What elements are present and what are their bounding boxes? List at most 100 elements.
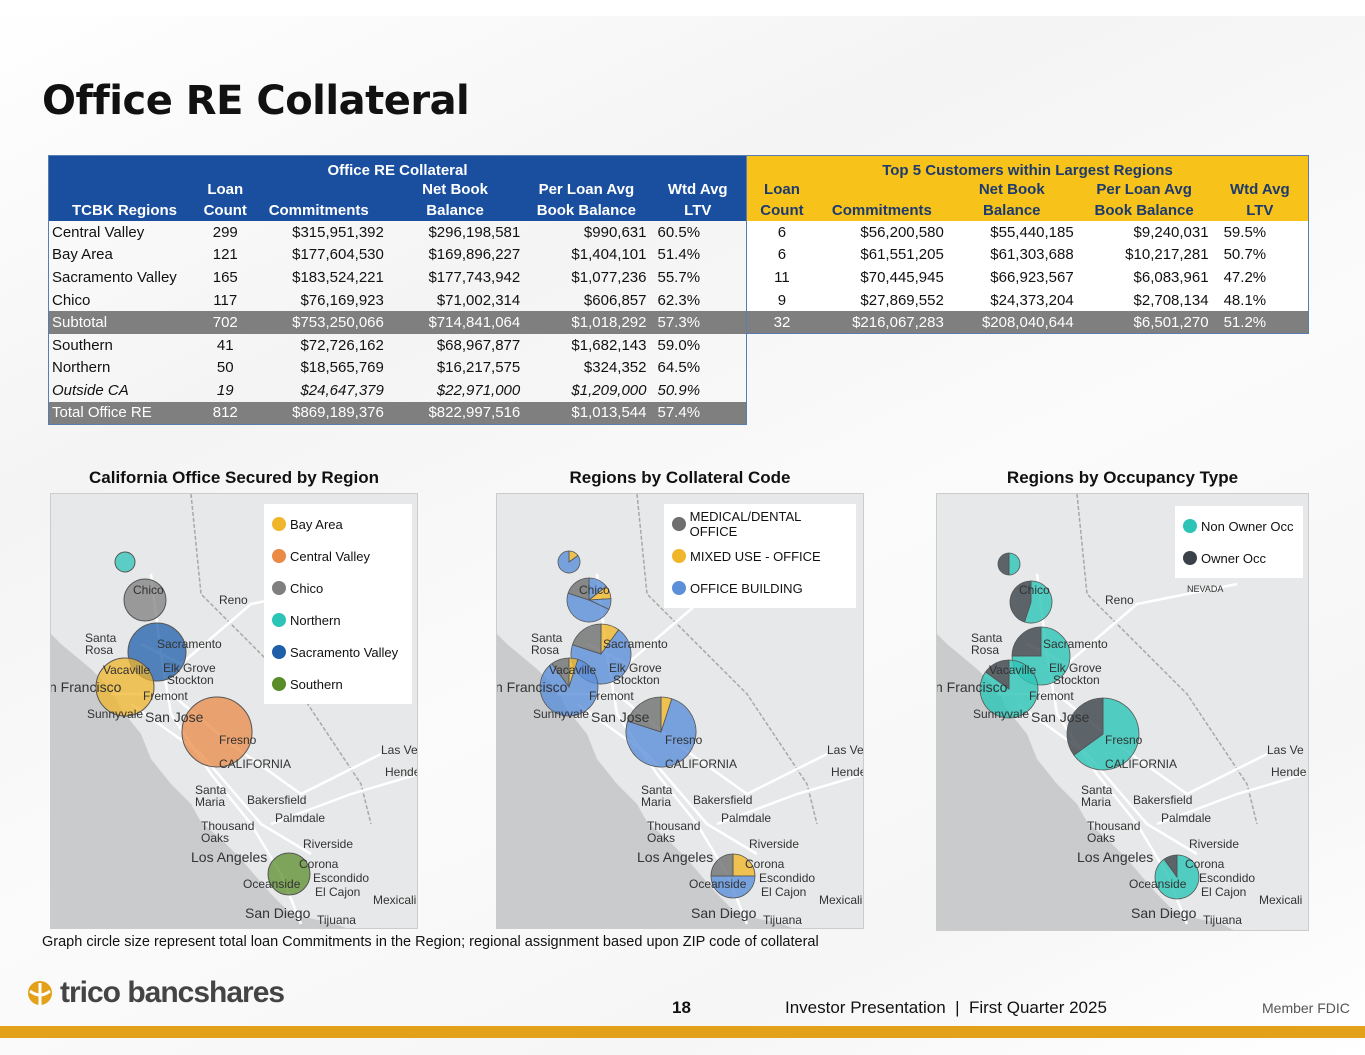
cell-nbb: $16,217,575 [436,359,521,377]
table-row: Northern 50 $18,565,769 $16,217,575 $324,352… [49,357,747,380]
legend-swatch [272,645,286,659]
column-header: Count [200,200,251,221]
cell-commitments: $70,445,945 [816,266,947,289]
city-label-santa-rosa: Santa Rosa [531,631,563,657]
pie-chico [566,577,612,623]
cell-count: 299 [212,223,238,241]
cell-commitments: $216,067,283 [816,311,947,334]
city-label-los-angeles: Los Angeles [637,849,714,865]
table-row: Central Valley 299 $315,951,392 $296,198,58… [49,221,747,244]
cell-count: 812 [200,401,251,425]
legend-swatch [672,549,686,563]
cell-ltv: 57.4% [649,401,747,425]
city-label-san-diego: San Diego [1131,905,1197,921]
group-header: Top 5 Customers within Largest Regions [747,155,1309,179]
legend-swatch [672,517,686,531]
city-label-sacramento: Sacramento [603,637,668,651]
cell-avg: $1,209,000 [571,381,647,399]
city-label-oceanside: Oceanside [689,877,747,891]
cell-region: Subtotal [48,311,201,334]
column-header: Count [747,200,817,221]
cell-ltv: 48.1% [1211,288,1309,312]
city-label-thousand-oaks: Thousand Oaks [201,819,255,845]
city-label-sacramento: Sacramento [157,637,222,651]
footer-gold-bar [0,1026,1365,1038]
column-header: Net Book [946,179,1077,200]
cell-nbb: $22,971,000 [436,381,521,399]
legend-label: Owner Occ [1201,550,1267,566]
cell-nbb: $177,743,942 [428,268,521,286]
cell-ltv: 51.2% [1211,311,1309,334]
cell-region: Central Valley [52,223,145,241]
city-label-riverside: Riverside [1189,837,1240,851]
column-header: Wtd Avg [649,179,747,200]
cell-count: 9 [747,288,817,312]
city-label-palmdale: Palmdale [275,811,326,825]
cell-region: Outside CA [52,381,129,399]
bubble-bay-area [95,657,155,717]
cell-nbb: $55,440,185 [946,221,1077,244]
pie-northern [997,552,1021,576]
city-label-bakersfield: Bakersfield [1133,793,1193,807]
city-label-corona: Corona [745,857,785,871]
city-label-vacaville: Vacaville [549,663,597,677]
cell-ltv: 47.2% [1211,266,1309,289]
cell-region: Southern [52,336,113,354]
city-label-santa-rosa: Santa Rosa [85,631,117,657]
city-label-escondido: Escondido [759,871,816,885]
logo-text: trico bancshares [60,976,285,1009]
city-label-tijuana: Tijuana [763,913,802,927]
cell-nbb: $822,997,516 [386,401,524,425]
company-logo: trico bancshares [24,976,285,1010]
legend-swatch [1183,551,1197,565]
legend-label: Sacramento Valley [290,644,399,660]
city-label-elk-grove: Elk Grove [609,661,662,675]
page-number: 18 [672,998,691,1017]
city-label-elk-grove: Elk Grove [163,661,216,675]
city-label-stockton: Stockton [1053,673,1100,687]
legend-item: Bay Area [272,508,404,540]
cell-ltv: 59.5% [1211,221,1309,244]
column-header: Loan [200,179,251,200]
legend-swatch [272,677,286,691]
column-header: LTV [1211,200,1309,221]
column-header: Balance [946,200,1077,221]
cell-commitments: $18,565,769 [300,359,384,377]
legend-item: Non Owner Occ [1183,510,1295,542]
cell-avg: $10,217,281 [1076,243,1212,267]
cell-avg: $1,077,236 [571,268,647,286]
city-label-san-francisco: n Francisco [936,679,1008,695]
city-label-thousand-oaks: Thousand Oaks [1087,819,1141,845]
city-label-oceanside: Oceanside [243,877,301,891]
cell-region: Chico [52,291,91,309]
cell-ltv: 59.0% [657,336,701,354]
city-label-las-vegas: Las Ve [827,743,864,757]
cell-ltv: 50.9% [657,381,701,399]
legend-item: Sacramento Valley [272,636,404,668]
city-label-reno: Reno [1105,593,1134,607]
cell-nbb: $208,040,644 [946,311,1077,334]
cell-avg: $1,682,143 [571,336,647,354]
cell-ltv: 55.7% [657,268,701,286]
legend-item: MIXED USE - OFFICE [672,540,848,572]
legend-item: Northern [272,604,404,636]
city-label-california: CALIFORNIA [219,757,292,771]
cell-commitments: $177,604,530 [292,246,384,264]
table-row: Total Office RE 812 $869,189,376 $822,997,5… [48,401,747,425]
city-label-henderson: Hende [385,765,418,779]
city-label-san-jose: San Jose [1031,709,1090,725]
city-label-palmdale: Palmdale [721,811,772,825]
table-row: Sacramento Valley 165 $183,524,221 $177,743… [49,266,747,289]
city-label-los-angeles: Los Angeles [1077,849,1154,865]
cell-count: 32 [747,311,817,334]
city-label-san-jose: San Jose [591,709,650,725]
cell-count: 6 [747,243,817,267]
table-row: Chico 117 $76,169,923 $71,002,314 $606,857 62… [49,289,747,312]
cell-avg: $990,631 [583,223,647,241]
city-label-bakersfield: Bakersfield [693,793,753,807]
city-label-las-vegas: Las Ve [381,743,418,757]
city-label-escondido: Escondido [313,871,370,885]
group-header: Office RE Collateral [48,155,747,179]
column-header: Wtd Avg [1211,179,1309,200]
